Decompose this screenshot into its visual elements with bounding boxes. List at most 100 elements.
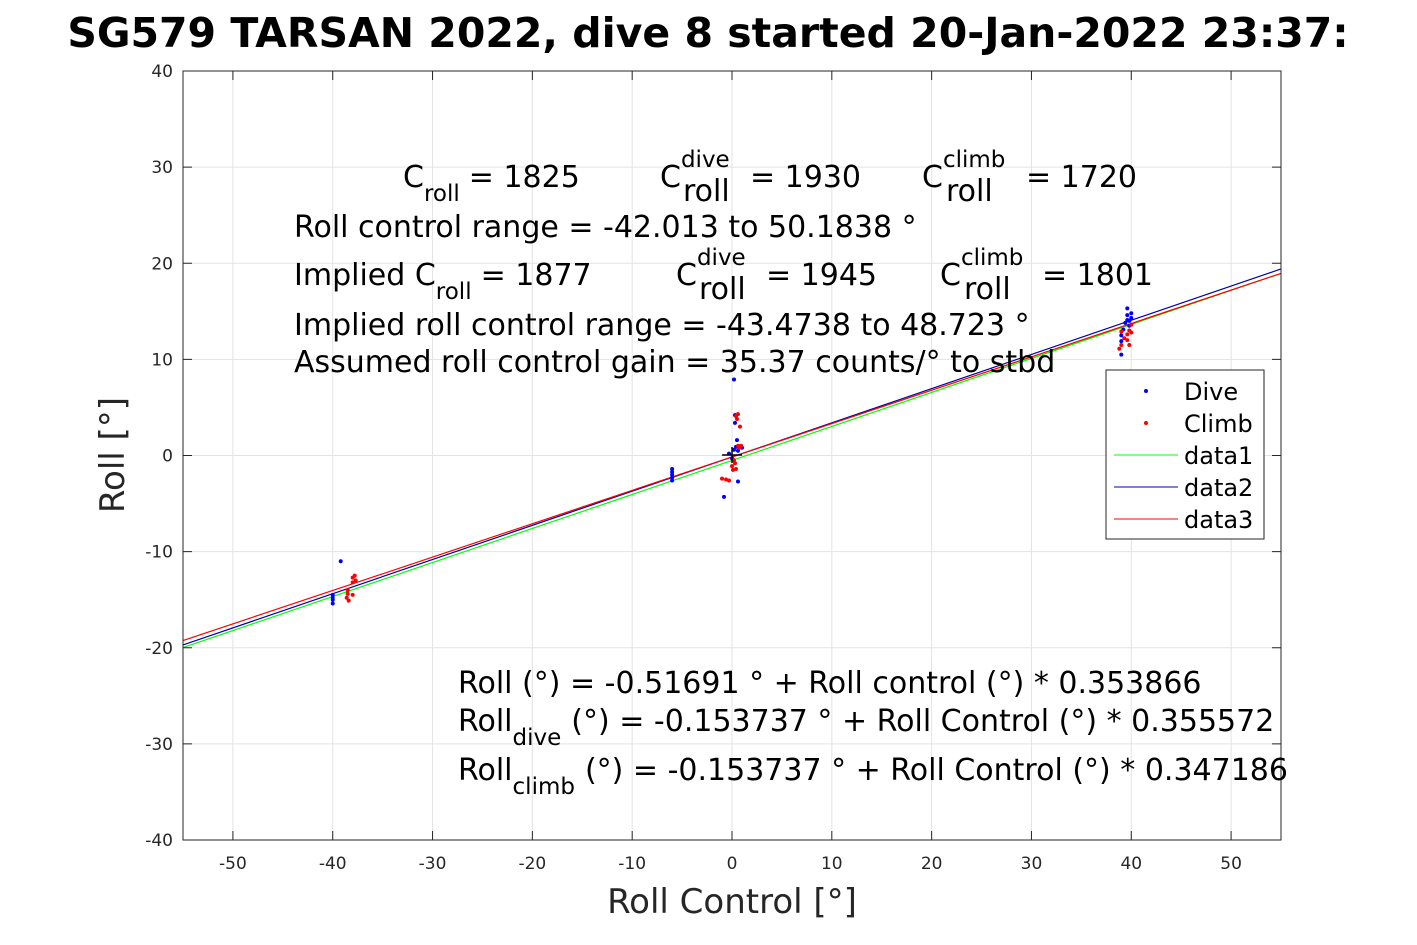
implied-c-climb: Cclimb <box>940 245 1023 293</box>
x-tick-label: 40 <box>1120 854 1142 874</box>
point-climb <box>733 466 738 471</box>
c-roll-annotation: Croll = 1825 <box>403 160 580 207</box>
legend-marker-dive <box>1144 389 1148 393</box>
point-climb <box>1129 322 1134 327</box>
x-tick-label: -40 <box>319 854 347 874</box>
x-tick-label: -30 <box>419 854 447 874</box>
y-tick-label: 20 <box>151 254 173 274</box>
point-dive <box>1129 316 1134 321</box>
point-climb <box>344 595 349 600</box>
point-climb <box>353 578 358 583</box>
point-dive <box>1129 311 1134 316</box>
c-roll-dive-value: = 1930 <box>750 160 861 195</box>
y-axis-label: Roll [°] <box>93 397 133 513</box>
x-tick-label: 0 <box>727 854 738 874</box>
point-dive <box>330 601 335 606</box>
legend-marker-climb <box>1144 421 1148 425</box>
point-climb <box>346 598 351 603</box>
x-tick-label: 10 <box>821 854 843 874</box>
c-roll-climb-value: = 1720 <box>1026 160 1137 195</box>
assumed-gain: Assumed roll control gain = 35.37 counts… <box>294 345 1055 380</box>
c-roll-climb-annotation: Cclimb <box>922 147 1005 195</box>
point-climb <box>1125 332 1130 337</box>
x-tick-label: 50 <box>1220 854 1242 874</box>
y-tick-label: -10 <box>145 543 173 563</box>
implied-c-roll: Implied Croll = 1877 <box>294 258 592 305</box>
point-dive <box>1125 306 1130 311</box>
x-tick-label: -20 <box>518 854 546 874</box>
point-climb <box>1125 338 1130 343</box>
legend-label-data2: data2 <box>1184 474 1253 502</box>
legend-label-data3: data3 <box>1184 506 1253 534</box>
point-climb <box>730 464 734 469</box>
fit-equation-climb: Rollclimb (°) = -0.153737 ° + Roll Contro… <box>458 753 1288 800</box>
point-dive <box>734 438 739 443</box>
implied-c-climb-value: = 1801 <box>1042 258 1153 293</box>
implied-c-dive: Cdive <box>676 245 746 293</box>
point-dive <box>1119 352 1124 357</box>
fit-equation-all: Roll (°) = -0.51691 ° + Roll control (°)… <box>458 666 1202 701</box>
point-climb <box>737 424 742 429</box>
y-tick-label: 0 <box>162 447 173 467</box>
legend-label-dive: Dive <box>1184 378 1238 406</box>
axis-ticks: -50 -40 -30 -20 -10 0 10 20 30 40 50 -40 -30 -20 -10 0 1… <box>145 62 1281 874</box>
y-tick-label: -20 <box>145 639 173 659</box>
c-roll-climb-sub: roll <box>946 174 993 209</box>
point-dive <box>330 595 335 600</box>
implied-c-climb-sub: roll <box>964 272 1011 307</box>
point-climb <box>1119 329 1124 334</box>
point-dive <box>722 494 727 499</box>
implied-roll-control-range: Implied roll control range = -43.4738 to… <box>294 308 1030 343</box>
x-tick-label: 20 <box>921 854 943 874</box>
implied-c-dive-sub: roll <box>699 272 746 307</box>
point-dive <box>1123 320 1128 325</box>
point-climb <box>1122 336 1127 341</box>
point-dive <box>670 478 675 483</box>
point-dive <box>670 472 675 477</box>
point-dive <box>1125 317 1130 322</box>
x-axis-label: Roll Control [°] <box>607 882 857 922</box>
fit-equation-dive: Rolldive (°) = -0.153737 ° + Roll Control… <box>458 704 1274 751</box>
point-dive <box>1125 313 1130 318</box>
legend-label-data1: data1 <box>1184 442 1253 470</box>
c-roll-dive-sub: roll <box>683 174 730 209</box>
point-dive <box>735 479 740 484</box>
data-points <box>330 306 1134 606</box>
point-dive <box>1119 333 1124 338</box>
c-roll-dive-annotation: Cdive <box>660 147 730 195</box>
point-climb <box>720 476 725 481</box>
point-dive <box>731 377 736 382</box>
chart-title: SG579 TARSAN 2022, dive 8 started 20-Jan… <box>67 9 1348 57</box>
calibration-annotations: Croll = 1825 Cdive roll = 1930 Cclimb rol… <box>294 147 1288 800</box>
point-dive <box>670 469 675 474</box>
legend-label-climb: Climb <box>1184 410 1253 438</box>
point-dive <box>670 475 675 480</box>
x-tick-label: -50 <box>219 854 247 874</box>
legend: Dive Climb data1 data2 data3 <box>1105 369 1265 540</box>
origin-marker <box>722 447 742 463</box>
point-climb <box>345 591 350 596</box>
x-tick-label: -10 <box>618 854 646 874</box>
point-dive <box>330 592 335 597</box>
y-tick-label: 30 <box>151 158 173 178</box>
point-climb <box>1127 342 1132 347</box>
implied-c-dive-value: = 1945 <box>766 258 877 293</box>
point-climb <box>1117 346 1122 351</box>
point-climb <box>1129 330 1134 335</box>
point-climb <box>350 580 355 585</box>
point-climb <box>1119 342 1124 347</box>
point-dive <box>1119 339 1124 344</box>
point-dive <box>670 466 675 471</box>
point-climb <box>727 478 732 483</box>
y-tick-label: -30 <box>145 735 173 755</box>
roll-control-range: Roll control range = -42.013 to 50.1838 … <box>294 210 917 245</box>
y-tick-label: 40 <box>151 62 173 82</box>
y-tick-label: -40 <box>145 831 173 851</box>
point-dive <box>731 447 736 452</box>
point-climb <box>735 412 740 417</box>
point-dive <box>732 420 737 425</box>
x-tick-label: 30 <box>1021 854 1043 874</box>
point-climb <box>738 443 743 448</box>
point-climb <box>352 573 357 578</box>
